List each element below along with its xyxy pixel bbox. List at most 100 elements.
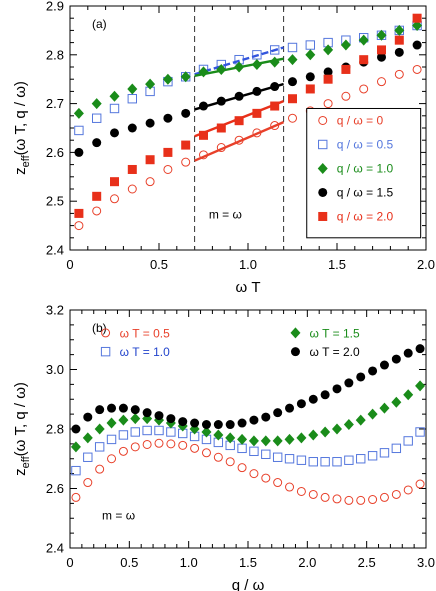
data-point (107, 403, 117, 413)
x-tick-label: 0 (66, 257, 73, 272)
data-point (166, 414, 176, 424)
series-4 (74, 13, 422, 218)
data-point (403, 436, 413, 446)
data-point (110, 177, 119, 187)
data-point (74, 125, 84, 136)
data-point (118, 403, 128, 413)
data-point (272, 452, 283, 462)
data-point (213, 429, 224, 441)
data-point (127, 184, 137, 194)
data-point (237, 463, 247, 473)
data-point (284, 433, 295, 445)
data-point (163, 164, 173, 174)
data-point (415, 380, 426, 392)
data-point (391, 396, 402, 408)
data-point (92, 191, 102, 201)
data-point (260, 435, 271, 447)
data-point (237, 433, 248, 445)
data-point (320, 492, 330, 502)
fit-line (194, 121, 285, 162)
data-point (71, 492, 81, 502)
data-point (199, 130, 208, 140)
fit-line (194, 82, 284, 111)
series-0 (74, 64, 422, 231)
data-point (234, 116, 244, 126)
data-point (118, 430, 129, 440)
data-point (332, 494, 342, 504)
y-tick-label: 2.6 (46, 481, 64, 496)
data-point (288, 113, 297, 123)
data-point (394, 47, 404, 57)
data-point (308, 429, 319, 441)
data-point (162, 73, 173, 85)
data-point (249, 415, 259, 425)
fit-line (194, 100, 285, 138)
legend-item: q / ω = 1.0 (317, 161, 393, 175)
data-point (403, 485, 413, 495)
data-point (92, 138, 102, 148)
data-point (332, 423, 342, 435)
data-point (394, 35, 404, 45)
data-point (74, 147, 84, 157)
chart-panel-b: 0 0.5 1.0 1.5 2.0 2.5 3.0 2.4 2.6 2.8 3.0 3.2 q / ω z… (12, 303, 435, 591)
data-point (92, 206, 102, 216)
data-point (270, 101, 280, 111)
legend-label: ω T = 2.0 (309, 345, 360, 359)
data-point (109, 103, 120, 114)
data-point (127, 164, 137, 174)
legend-item: ω T = 1.0 (100, 345, 170, 359)
data-point (340, 39, 351, 51)
data-point (130, 413, 141, 425)
data-point (130, 427, 140, 437)
legend-item: q / ω = 0.5 (318, 137, 394, 151)
data-point (308, 489, 318, 499)
data-point (332, 457, 342, 467)
y-tick-label: 3.0 (46, 362, 64, 377)
data-point (376, 29, 387, 41)
data-point (248, 435, 259, 447)
data-point (391, 489, 401, 499)
data-point (249, 446, 259, 457)
data-point (288, 94, 297, 104)
data-point (145, 118, 155, 128)
data-point (118, 446, 128, 456)
data-point (106, 417, 117, 429)
data-point (367, 408, 378, 420)
data-point (70, 441, 81, 453)
legend-label: q / ω = 2.0 (337, 209, 394, 223)
data-point (356, 372, 366, 382)
data-point (358, 34, 369, 46)
data-point (225, 420, 235, 430)
data-point (181, 140, 191, 150)
data-point (237, 443, 247, 454)
mass-annotation: m = ω (209, 207, 242, 221)
legend-item: q / ω = 0 (318, 113, 383, 127)
data-point (190, 418, 200, 428)
legend-marker (100, 346, 111, 357)
data-point (154, 425, 164, 436)
series-0 (71, 438, 425, 505)
legend-label: q / ω = 0.5 (337, 137, 394, 151)
x-tick-label: 2.5 (358, 555, 376, 570)
y-tick-label: 3.2 (46, 303, 64, 318)
data-point (415, 427, 425, 437)
series-1 (71, 425, 425, 476)
data-point (225, 432, 236, 444)
fit-line (194, 57, 284, 77)
data-point (403, 348, 413, 358)
data-point (273, 478, 283, 488)
legend-item: q / ω = 1.5 (318, 185, 393, 199)
data-point (403, 389, 414, 401)
data-point (261, 473, 271, 483)
data-point (270, 45, 280, 55)
data-point (163, 113, 173, 123)
data-point (305, 49, 316, 61)
data-point (305, 84, 315, 94)
data-point (107, 454, 117, 464)
x-tick-label: 2.0 (417, 257, 435, 272)
data-point (95, 405, 105, 415)
data-point (106, 434, 117, 445)
data-point (359, 55, 369, 65)
data-point (344, 378, 354, 388)
data-point (287, 42, 298, 53)
